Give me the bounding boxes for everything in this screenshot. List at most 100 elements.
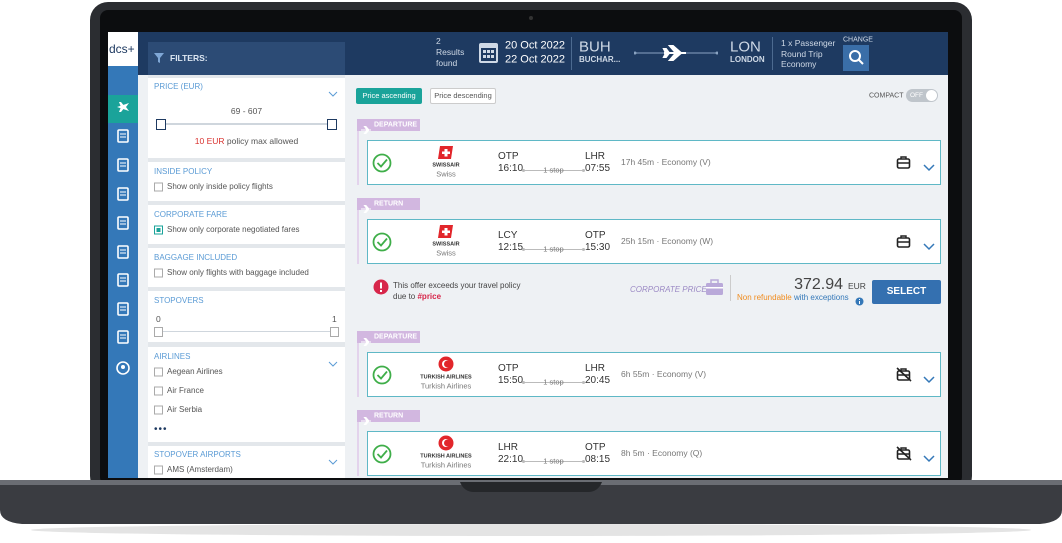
toggle[interactable]: OFF xyxy=(906,89,938,102)
checkbox-checked[interactable] xyxy=(154,225,163,235)
plane-icon xyxy=(361,200,371,218)
airline-logo: SWISSAIR xyxy=(432,162,460,169)
expand-chevron-svg xyxy=(923,164,935,172)
departure-time: 16:10 xyxy=(498,163,524,174)
expand-chevron xyxy=(923,371,935,389)
filter-airlines: AIRLINES ••• Aegean Airlines Air France Air… xyxy=(148,347,345,442)
chevron-svg xyxy=(328,459,338,465)
results-label: Results xyxy=(436,46,465,57)
departure-time: 22:10 xyxy=(498,454,524,465)
compact-label: COMPACT xyxy=(869,92,904,100)
chevron xyxy=(328,84,338,102)
filter-icon xyxy=(154,53,164,63)
flight-card[interactable]: TURKISH AIRLINES Turkish Airlines OTP 15:50… xyxy=(367,352,941,397)
to-code: OTP xyxy=(585,230,606,241)
slider-handle[interactable] xyxy=(156,119,166,130)
stop-line-svg xyxy=(522,169,585,172)
expand-chevron xyxy=(923,238,935,256)
stop-line xyxy=(522,451,585,469)
slider-handle[interactable] xyxy=(330,327,339,337)
checkbox[interactable] xyxy=(154,405,163,415)
slider-track xyxy=(156,123,336,125)
calendar-icon xyxy=(479,43,498,63)
filter-option: Aegean Airlines xyxy=(167,367,223,376)
from-code: OTP xyxy=(498,363,519,374)
trip-info: 1 x Passenger xyxy=(781,37,836,48)
airline-logo-icon xyxy=(438,435,454,456)
baggage-icon xyxy=(896,155,912,175)
leg-direction: DEPARTURE xyxy=(374,121,418,129)
baggage-icon-svg xyxy=(896,156,911,169)
fare-icon xyxy=(705,278,724,301)
toggle-label: OFF xyxy=(910,91,923,99)
leg-rail xyxy=(357,210,359,264)
more-link[interactable]: ••• xyxy=(154,424,168,435)
airline-logo-icon xyxy=(438,356,454,377)
nav-icon-svg xyxy=(117,330,129,344)
leg-rail xyxy=(357,422,359,476)
plane-icon-svg xyxy=(361,337,371,347)
leg-rail xyxy=(357,131,359,185)
flight-card[interactable]: SWISSAIR Swiss LCY 12:15 1 stop OTP 15:30 25h 1… xyxy=(367,219,941,264)
filter-title: INSIDE POLICY xyxy=(154,167,213,176)
departure-time: 12:15 xyxy=(498,242,524,253)
leg-details: 8h 5m · Economy (Q) xyxy=(621,447,703,458)
airline-logo: TURKISH AIRLINES xyxy=(420,374,472,381)
slider-handle[interactable] xyxy=(154,327,163,337)
checkbox[interactable] xyxy=(154,386,163,396)
plane-icon-svg xyxy=(361,416,371,426)
flight-card[interactable]: SWISSAIR Swiss OTP 16:10 1 stop LHR 07:55 17h 4… xyxy=(367,140,941,185)
nav-icon xyxy=(116,302,130,321)
policy-text: policy max allowed xyxy=(226,135,299,146)
select-button[interactable]: SELECT xyxy=(872,280,941,304)
nav-icon xyxy=(116,245,130,264)
currency: EUR xyxy=(848,280,866,291)
chevron-svg xyxy=(328,91,338,97)
stopover-min: 0 xyxy=(156,313,161,324)
warning-text: This offer exceeds your travel policy xyxy=(393,281,521,290)
nav-icon xyxy=(116,273,130,292)
nav-icon-svg xyxy=(117,302,129,316)
filter-title: STOPOVERS xyxy=(154,296,204,305)
arrival-time: 15:30 xyxy=(585,242,611,253)
info-icon-svg xyxy=(855,297,864,306)
filter-option: AMS (Amsterdam) xyxy=(167,465,233,474)
nav-icon xyxy=(116,187,130,206)
search-button[interactable] xyxy=(843,45,869,71)
arrival-time: 07:55 xyxy=(585,163,611,174)
sort-button-active[interactable]: Price ascending xyxy=(356,88,422,104)
leg-direction: RETURN xyxy=(374,200,404,208)
stop-line xyxy=(522,239,585,257)
slider-handle[interactable] xyxy=(327,119,337,130)
airline-logo-icon-svg xyxy=(438,435,454,451)
filter-price: PRICE (EUR) 69 - 607 10 EUR policy max a… xyxy=(148,78,345,158)
route-line xyxy=(634,45,718,61)
plane-icon xyxy=(361,333,371,351)
trip-info: Economy xyxy=(781,58,817,69)
airline-logo-icon xyxy=(438,144,454,165)
nav-icon xyxy=(116,158,130,177)
sort-button[interactable]: Price descending xyxy=(430,88,496,104)
base xyxy=(0,482,1062,524)
stops: 1 stop xyxy=(543,165,564,175)
checkbox[interactable] xyxy=(154,268,163,278)
nav-icon-svg xyxy=(117,273,129,287)
sidebar xyxy=(108,66,138,478)
to-code: OTP xyxy=(585,442,606,453)
flight-card[interactable]: TURKISH AIRLINES Turkish Airlines LHR 22:10… xyxy=(367,431,941,476)
stops: 1 stop xyxy=(543,377,564,387)
checkbox[interactable] xyxy=(154,367,163,377)
expand-chevron xyxy=(923,159,935,177)
airline-name: Swiss xyxy=(436,248,456,258)
filter-option: Show only flights with baggage included xyxy=(167,268,309,277)
info-icon xyxy=(855,293,864,311)
stop-line-svg xyxy=(522,460,585,463)
checkbox[interactable] xyxy=(154,182,163,192)
nav-icon-svg xyxy=(117,158,129,172)
plane-icon-svg xyxy=(361,125,371,135)
to-code: LHR xyxy=(585,363,606,374)
checkbox[interactable] xyxy=(154,465,163,475)
filter-title: PRICE (EUR) xyxy=(154,82,203,91)
logo: dcs+ xyxy=(109,42,135,56)
